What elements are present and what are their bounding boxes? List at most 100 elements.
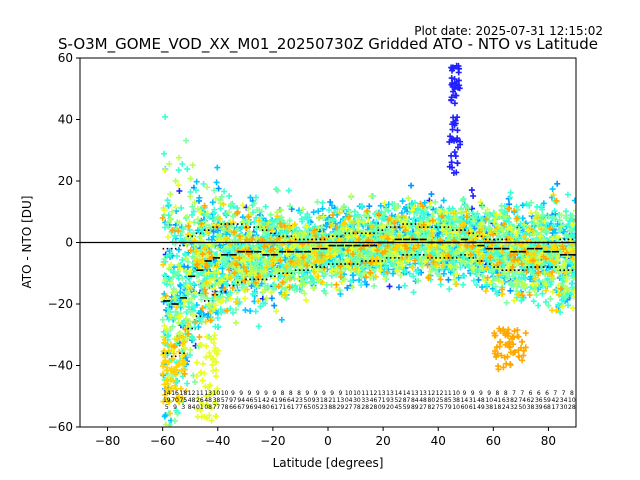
y-tick-label: 0 [65,236,73,250]
bin-stat-label: 48 [188,397,196,404]
bin-stat-label: 77 [213,404,221,411]
bin-stat-label: 9 [305,390,309,397]
bin-stat-label: 18 [320,397,328,404]
bin-stat-label: 8 [496,390,500,397]
bin-stat-label: 09 [378,404,386,411]
bin-stat-label: 66 [229,404,237,411]
bin-stat-label: 62 [527,397,535,404]
bin-stat-label: 8 [570,390,574,397]
bin-stat-label: 12 [428,390,436,397]
bin-stat-label: 64 [287,397,295,404]
bin-stat-label: 80 [428,397,436,404]
bin-stat-label: 67 [237,404,245,411]
bin-stat-label: 24 [502,404,510,411]
bin-stat-label: 93 [312,397,320,404]
bin-stat-label: 10 [452,404,460,411]
bin-stat-label: 94 [237,397,245,404]
bin-stat-label: 48 [419,397,427,404]
y-tick-label: 60 [58,51,73,65]
bin-stat-label: 05 [312,404,320,411]
bin-stat-label: 79 [444,404,452,411]
bin-stat-label: 9 [264,390,268,397]
y-axis: −60 −40 −20 0 20 40 60 [48,51,80,434]
bin-stat-label: 61 [469,404,477,411]
bin-stat-label: 28 [370,404,378,411]
bin-stat-label: 59 [543,397,551,404]
bin-stat-label: 38 [452,397,460,404]
bin-stat-label: 10 [452,390,460,397]
bin-stat-label: 74 [518,397,526,404]
x-axis-label: Latitude [degrees] [273,456,384,470]
x-tick-label: 80 [541,434,556,448]
bin-stat-label: 52 [394,397,402,404]
bin-stat-label: 9 [487,390,491,397]
bin-stat-label: 78 [353,404,361,411]
bin-stat-label: 46 [370,397,378,404]
bin-stat-label: 01 [196,404,204,411]
bin-stat-label: 38 [485,404,493,411]
bin-stat-label: 71 [279,404,287,411]
bin-stat-label: 9 [239,390,243,397]
bin-stat-label: 08 [204,404,212,411]
bin-stat-label: 9 [248,390,252,397]
bin-stat-label: 7 [562,390,566,397]
x-tick-label: −20 [260,434,285,448]
bin-stat-label: 9 [314,390,318,397]
bin-stat-label: 9 [173,404,177,411]
bin-stat-label: 71 [378,397,386,404]
bin-stat-label: 7 [553,390,557,397]
bin-stat-label: 97 [229,397,237,404]
bin-stat-label: 9 [471,390,475,397]
bin-stat-label: 77 [295,404,303,411]
bin-stat-label: 93 [386,397,394,404]
bin-stat-label: 60 [461,404,469,411]
bin-stat-label: 88 [328,404,336,411]
bin-stat-label: 30 [560,404,568,411]
scatter-series-7 [159,192,576,417]
bin-stat-label: 9 [338,390,342,397]
bin-stat-label: 8 [504,390,508,397]
bin-stat-label: 87 [403,397,411,404]
bin-stat-label: 9 [462,390,466,397]
y-axis-label: ATO - NTO [DU] [20,196,34,289]
bin-stat-label: 17 [552,404,560,411]
bin-stat-label: 84 [411,397,419,404]
bin-stat-label: 14 [461,397,469,404]
bin-stat-label: 14 [394,390,402,397]
bin-stat-label: 8 [289,390,293,397]
bin-stat-label: 50 [304,397,312,404]
bin-stat-label: 19 [163,397,171,404]
bin-stat-label: 10 [221,390,229,397]
bin-stat-label: 21 [328,397,336,404]
bin-stat-label: 13 [378,390,386,397]
bin-stat-label: 9 [330,390,334,397]
x-axis: −80 −60 −40 −20 0 20 40 60 80 [95,427,556,448]
bin-stat-label: 36 [535,397,543,404]
bin-stat-label: 80 [262,404,270,411]
bin-stat-label: 38 [213,397,221,404]
bin-stat-label: 9 [256,390,260,397]
bin-stat-label: 10 [213,390,221,397]
bin-stat-label: 59 [403,404,411,411]
bin-stat-label: 27 [345,404,353,411]
x-tick-label: 40 [431,434,446,448]
bin-stat-label: 8 [281,390,285,397]
bin-stat-label: 10 [345,390,353,397]
y-tick-label: −40 [48,359,73,373]
bin-stat-label: 78 [221,404,229,411]
bin-stat-label: 3 [181,404,185,411]
bin-stat-label: 31 [469,397,477,404]
bin-stat-label: 89 [411,404,419,411]
bin-stat-label: 45 [394,404,402,411]
bin-stat-label: 23 [295,397,303,404]
bin-stat-label: 51 [254,397,262,404]
x-tick-label: −60 [150,434,175,448]
bin-stat-label: 23 [320,404,328,411]
bin-stat-label: 13 [386,390,394,397]
bin-stat-label: 41 [270,397,278,404]
bin-stat-label: 48 [477,397,485,404]
bin-stat-label: 6 [537,390,541,397]
bin-stat-label: 26 [196,397,204,404]
bin-stat-label: 46 [246,397,254,404]
